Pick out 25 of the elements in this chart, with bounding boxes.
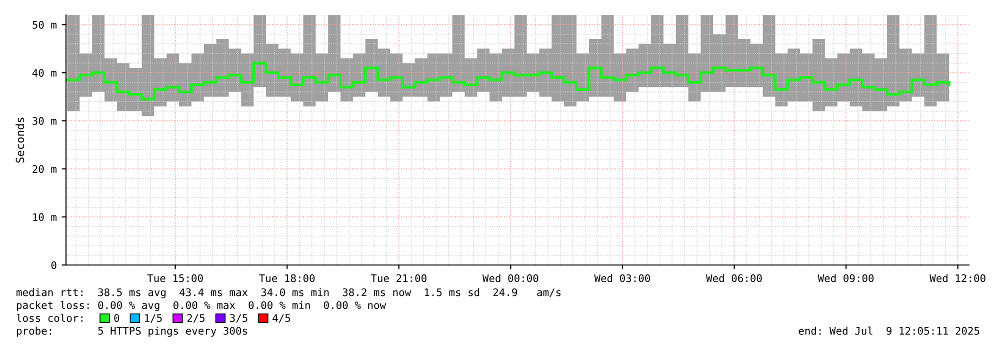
legend-label: 3/5 bbox=[230, 314, 248, 323]
y-tick-label: 40 m bbox=[32, 68, 56, 77]
y-tick-label: 20 m bbox=[32, 165, 56, 173]
legend-label: 4/5 bbox=[272, 314, 290, 323]
legend-title: loss color: bbox=[16, 314, 82, 322]
y-tick-label: 0 bbox=[51, 261, 56, 270]
x-tick-label: Wed 00:00 bbox=[482, 274, 538, 282]
text: probe: 5 HTTPS pings every 300s bbox=[16, 326, 248, 337]
text: median rtt: 38.5 ms avg 43.4 ms max 34.0 ms min 38.2 ms now 1.5 ms sd 24.9 am/s bbox=[16, 288, 561, 298]
y-axis-title: Seconds bbox=[16, 118, 24, 163]
y-tick-label: 30 m bbox=[32, 117, 56, 125]
legend-label: 0 bbox=[114, 314, 120, 322]
legend-label: 2/5 bbox=[187, 314, 205, 323]
x-tick-label: Tue 18:00 bbox=[259, 274, 315, 282]
x-tick-label: Tue 15:00 bbox=[147, 274, 203, 282]
x-tick-label: Wed 06:00 bbox=[706, 274, 762, 282]
x-tick-label: Wed 12:00 bbox=[930, 274, 986, 282]
x-tick-label: Wed 09:00 bbox=[818, 274, 874, 282]
legend-label: 1/5 bbox=[145, 314, 162, 323]
x-tick-label: Wed 03:00 bbox=[594, 274, 650, 282]
text: packet loss: 0.00 % avg 0.00 % max 0.00 % min 0.00 % now bbox=[16, 300, 386, 312]
y-tick-label: 50 m bbox=[32, 20, 56, 29]
text: end: Wed Jul 9 12:05:11 2025 bbox=[798, 326, 980, 335]
y-tick-label: 10 m bbox=[33, 213, 56, 222]
x-tick-label: Tue 21:00 bbox=[370, 274, 426, 282]
